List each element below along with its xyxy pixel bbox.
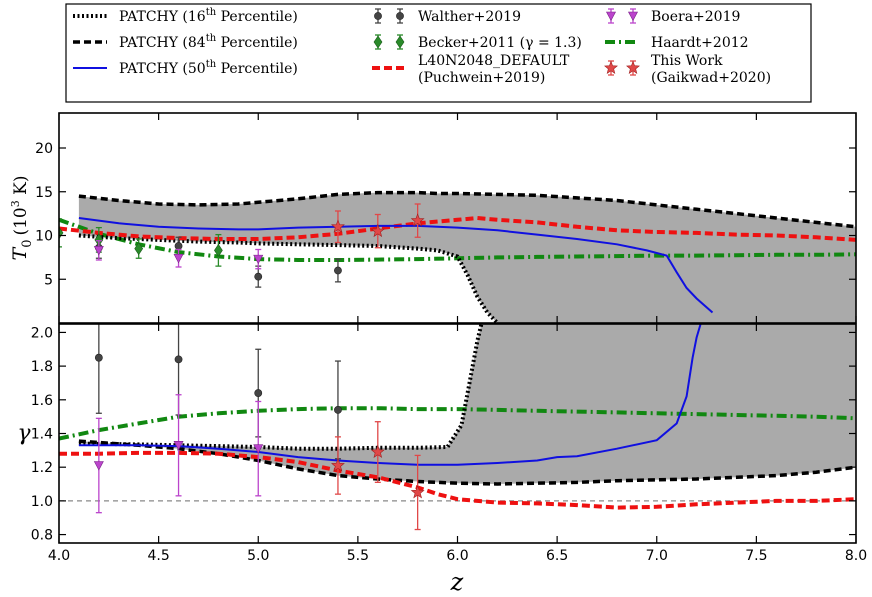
walther-point-T0-2 xyxy=(254,272,263,281)
haardt-line-gamma xyxy=(59,406,856,441)
walther-point-T0-3 xyxy=(334,266,342,275)
haardt-line-T0 xyxy=(59,217,856,262)
legend-swatch-becker-b xyxy=(395,35,405,49)
walther-point-gamma-1 xyxy=(174,355,183,364)
legend-entry-8: This Work(Gaikwad+2020) xyxy=(604,53,771,86)
this-work-point-T0-2 xyxy=(410,213,425,227)
y-tick-label-gamma-0: 0.8 xyxy=(31,528,53,544)
x-tick-label-6: 7.0 xyxy=(646,548,668,564)
this-work-point-gamma-2 xyxy=(410,485,425,499)
boera-point-gamma-2 xyxy=(253,444,264,454)
x-tick-label-1: 4.5 xyxy=(147,548,169,564)
y-tick-label-gamma-6: 2.0 xyxy=(31,325,53,341)
boera-point-gamma-1 xyxy=(173,440,184,451)
legend-label-3: Walther+2019 xyxy=(418,9,521,25)
legend-entry-3: Walther+2019 xyxy=(374,8,521,25)
y-axis-title-temperature: T0(103 K) xyxy=(9,176,35,261)
patchy16-line-gamma xyxy=(78,324,484,451)
legend-label-2: PATCHY (50th Percentile) xyxy=(119,59,298,77)
legend-label-4: Becker+2011 (γ = 1.3) xyxy=(418,35,582,51)
x-tick-label-4: 6.0 xyxy=(446,548,468,564)
legend-label-6: Boera+2019 xyxy=(651,9,740,25)
puchwein-line-T0 xyxy=(59,215,856,242)
legend-label-1: PATCHY (84th Percentile) xyxy=(119,33,298,51)
legend-swatch-walther-a xyxy=(374,12,382,20)
x-axis-title: z xyxy=(450,568,464,596)
legend-swatch-thiswork-b xyxy=(626,60,640,74)
legend-swatch-becker-a xyxy=(373,35,383,49)
patchy50-line-gamma xyxy=(78,324,702,466)
legend-frame xyxy=(65,3,812,103)
becker-point-T0-2 xyxy=(134,242,144,256)
x-tick-label-5: 6.5 xyxy=(546,548,568,564)
legend-swatch-thiswork-a xyxy=(604,60,618,74)
patchy84-line-gamma xyxy=(78,439,856,486)
boera-point-gamma-0 xyxy=(93,461,104,471)
legend-entry-5: L40N2048_DEFAULT(Puchwein+2019) xyxy=(372,53,570,86)
legend-label-5-line2: (Puchwein+2019) xyxy=(418,70,545,86)
y-tick-label-gamma-5: 1.8 xyxy=(31,359,53,375)
y-tick-label-T0-1: 10 xyxy=(35,229,53,245)
walther-point-gamma-0 xyxy=(94,353,103,362)
legend-label-7: Haardt+2012 xyxy=(651,35,749,51)
x-tick-label-7: 7.5 xyxy=(745,548,767,564)
y-tick-label-T0-3: 20 xyxy=(35,141,53,157)
legend-label-8: This Work xyxy=(651,53,723,69)
patchy50-line-T0 xyxy=(78,217,714,314)
legend-swatch-boera-a xyxy=(606,11,616,22)
legend-swatch-walther-b xyxy=(396,12,404,20)
legend-entry-0: PATCHY (16th Percentile) xyxy=(73,7,298,25)
y-tick-label-gamma-3: 1.4 xyxy=(31,427,53,443)
y-axis-title-gamma: γ xyxy=(17,421,31,446)
y-tick-label-gamma-4: 1.6 xyxy=(31,393,53,409)
boera-point-T0-0 xyxy=(93,246,104,256)
this-work-point-T0-0 xyxy=(331,219,345,233)
legend: PATCHY (16th Percentile) PATCHY (84th Per… xyxy=(65,3,812,103)
panel-temperature: 5 10 15 20 T0(103 K) xyxy=(9,112,857,324)
legend-label-5: L40N2048_DEFAULT xyxy=(418,53,570,69)
boera-point-T0-1 xyxy=(173,253,184,264)
x-tick-label-8: 8.0 xyxy=(845,548,867,564)
this-work-point-T0-1 xyxy=(370,223,385,238)
legend-swatch-boera-b xyxy=(628,11,638,22)
walther-point-gamma-2 xyxy=(254,389,263,397)
legend-entry-7: Haardt+2012 xyxy=(605,35,749,51)
walther-point-T0-1 xyxy=(174,242,183,250)
legend-entry-1: PATCHY (84th Percentile) xyxy=(73,33,298,51)
y-tick-label-T0-2: 15 xyxy=(35,185,53,201)
becker-point-T0-3 xyxy=(214,243,223,257)
puchwein-line-gamma xyxy=(59,450,856,510)
y-tick-label-gamma-2: 1.2 xyxy=(31,460,53,476)
patchy-band-gamma xyxy=(78,324,856,484)
legend-label-0: PATCHY (16th Percentile) xyxy=(119,7,298,25)
legend-entry-2: PATCHY (50th Percentile) xyxy=(73,59,298,77)
legend-label-8-line2: (Gaikwad+2020) xyxy=(651,70,771,86)
walther-point-gamma-3 xyxy=(334,406,342,414)
legend-entry-4: Becker+2011 (γ = 1.3) xyxy=(373,34,582,51)
y-tick-label-T0-0: 5 xyxy=(44,272,53,288)
x-tick-label-0: 4.0 xyxy=(48,548,70,564)
legend-entry-6: Boera+2019 xyxy=(606,8,740,25)
panel-gamma: 0.8 1.0 1.2 1.4 1.6 1.8 2.0 γ xyxy=(17,323,857,544)
this-work-point-gamma-0 xyxy=(331,458,345,472)
x-tick-label-3: 5.5 xyxy=(347,548,369,564)
boera-point-T0-2 xyxy=(253,254,264,265)
y-tick-label-gamma-1: 1.0 xyxy=(31,494,53,510)
x-tick-label-2: 5.0 xyxy=(247,548,269,564)
this-work-point-gamma-1 xyxy=(370,444,385,458)
patchy-band-T0 xyxy=(78,192,856,323)
